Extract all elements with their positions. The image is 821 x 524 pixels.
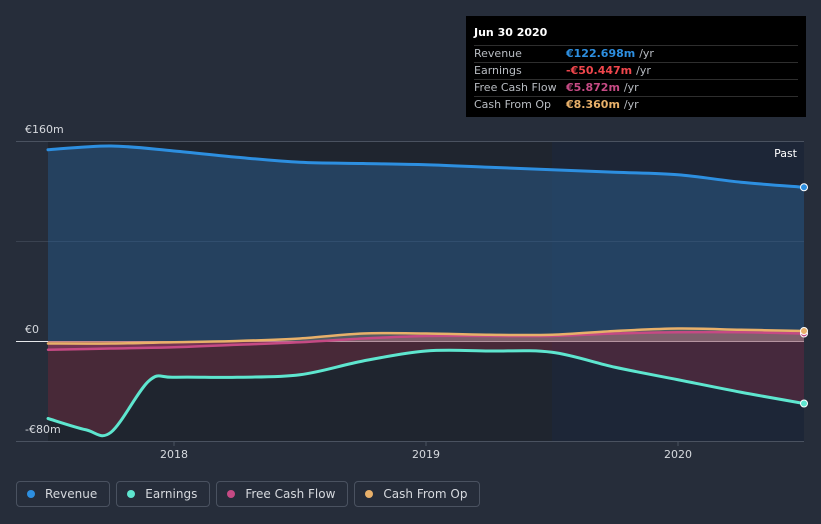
tooltip-label: Revenue	[474, 47, 522, 60]
free-cash-flow-area	[48, 332, 804, 350]
tooltip-label: Cash From Op	[474, 98, 552, 111]
earnings-area	[48, 341, 804, 436]
legend-label: Earnings	[145, 487, 198, 501]
tooltip-date: Jun 30 2020	[474, 26, 548, 39]
series-end-markers	[800, 183, 808, 408]
earnings-end-point	[800, 399, 808, 408]
x-tick-label: 2019	[412, 448, 440, 461]
legend-item-cash-from-op[interactable]: Cash From Op	[354, 481, 481, 507]
data-tooltip: Jun 30 2020 Revenue €122.698m /yr Earnin…	[466, 16, 806, 117]
revenue-dot-icon	[27, 490, 35, 498]
series-lines	[46, 144, 806, 438]
legend-label: Cash From Op	[383, 487, 468, 501]
revenue-area	[48, 145, 804, 341]
cash-from-op-end-point	[800, 327, 808, 335]
tooltip-row-revenue: Revenue €122.698m /yr	[474, 45, 798, 62]
y-tick-label: €0	[25, 323, 39, 336]
tooltip-label: Earnings	[474, 64, 522, 77]
revenue-end-point	[800, 183, 808, 192]
tooltip-unit: /yr	[623, 81, 639, 94]
x-tick-label: 2020	[664, 448, 692, 461]
fcf-dot-icon	[227, 490, 236, 498]
chart-legend: Revenue Earnings Free Cash Flow Cash Fro…	[16, 481, 481, 507]
legend-label: Revenue	[45, 487, 98, 501]
tooltip-row-free-cash-flow: Free Cash Flow €5.872m /yr	[474, 79, 798, 96]
tooltip-row-earnings: Earnings -€50.447m /yr	[474, 62, 798, 79]
tooltip-unit: /yr	[636, 64, 651, 77]
tooltip-label: Free Cash Flow	[474, 81, 557, 94]
legend-item-earnings[interactable]: Earnings	[116, 481, 211, 507]
legend-label: Free Cash Flow	[245, 487, 336, 501]
legend-item-free-cash-flow[interactable]: Free Cash Flow	[216, 481, 349, 507]
axis-labels: €160m €0 -€80m 2018 2019 2020 Past	[25, 123, 798, 461]
tooltip-row-cash-from-op: Cash From Op €8.360m /yr	[474, 96, 798, 113]
y-tick-label: €160m	[25, 123, 64, 136]
past-region-label: Past	[774, 147, 798, 160]
tooltip-value-revenue: €122.698m	[566, 47, 636, 60]
earnings-line	[46, 348, 806, 438]
tooltip-value-free-cash-flow: €5.872m	[566, 81, 620, 94]
y-tick-label: -€80m	[25, 423, 61, 436]
earnings-dot-icon	[127, 490, 136, 498]
tooltip-value-earnings: -€50.447m	[566, 64, 633, 77]
revenue-line	[46, 144, 806, 189]
cash-from-op-line	[46, 327, 806, 345]
tooltip-value-cash-from-op: €8.360m	[566, 98, 620, 111]
tooltip-unit: /yr	[623, 98, 639, 111]
x-tick-label: 2018	[160, 448, 188, 461]
cfo-dot-icon	[365, 490, 374, 498]
tooltip-unit: /yr	[639, 47, 654, 60]
legend-item-revenue[interactable]: Revenue	[16, 481, 111, 507]
free-cash-flow-line	[46, 330, 806, 351]
